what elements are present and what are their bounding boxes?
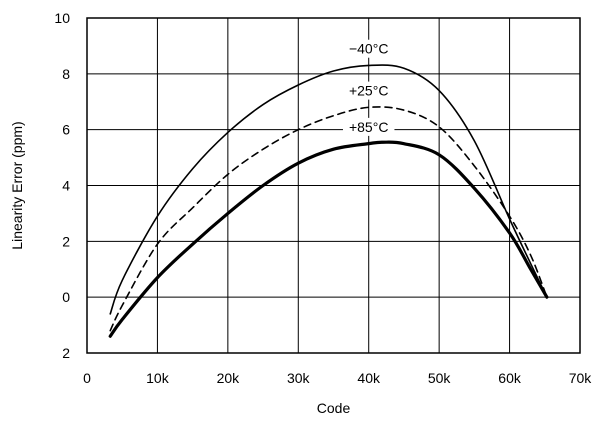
x-tick-label: 10k xyxy=(146,370,170,386)
x-tick-labels: 0 10k 20k 30k 40k 50k 60k 70k xyxy=(83,370,592,386)
y-tick-label: 2 xyxy=(62,345,70,361)
y-tick-label: 10 xyxy=(54,10,70,26)
x-tick-label: 40k xyxy=(357,370,381,386)
series-annotation-2: +25°C xyxy=(342,81,395,100)
annotation-background xyxy=(342,117,395,136)
x-tick-label: 70k xyxy=(569,370,593,386)
plot-frame xyxy=(86,17,581,354)
x-tick-label: 20k xyxy=(217,370,241,386)
series-lines xyxy=(108,64,549,338)
y-tick-label: 4 xyxy=(62,178,70,194)
grid-lines xyxy=(87,18,580,353)
x-axis-title: Code xyxy=(317,400,351,416)
x-tick-label: 0 xyxy=(83,370,91,386)
series-annotations: −40°C +25°C +85°C xyxy=(342,39,395,136)
y-tick-label: 8 xyxy=(62,66,70,82)
y-tick-labels: 2 0 2 4 6 8 10 xyxy=(54,10,70,361)
series-line-1 xyxy=(109,64,548,315)
series-line-3 xyxy=(108,140,549,338)
x-tick-label: 30k xyxy=(287,370,311,386)
series-line-2 xyxy=(109,106,548,332)
x-tick-label: 50k xyxy=(428,370,452,386)
annotation-background xyxy=(342,39,395,58)
x-tick-label: 60k xyxy=(498,370,522,386)
series-annotation-1: −40°C xyxy=(342,39,395,58)
series-label: +25°C xyxy=(349,83,388,99)
series-annotation-3: +85°C xyxy=(342,117,395,136)
y-tick-label: 6 xyxy=(62,122,70,138)
y-tick-label: 0 xyxy=(62,289,70,305)
series-label: +85°C xyxy=(349,119,388,135)
y-tick-label: 2 xyxy=(62,233,70,249)
y-axis-title: Linearity Error (ppm) xyxy=(9,121,25,249)
series-label: −40°C xyxy=(349,41,388,57)
annotation-background xyxy=(342,81,395,100)
